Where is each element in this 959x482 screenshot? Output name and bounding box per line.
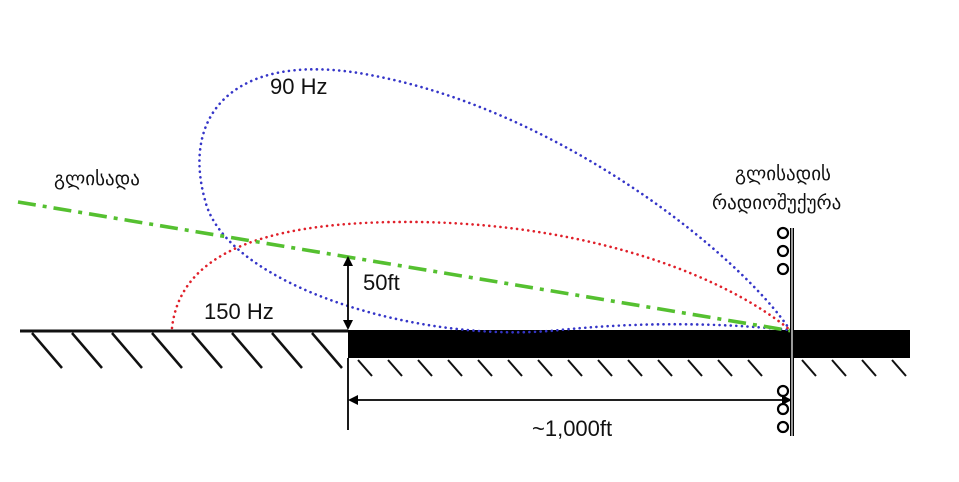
label-150hz: 150 Hz	[204, 299, 274, 324]
label-90hz: 90 Hz	[270, 74, 328, 99]
lobe-90hz	[198, 68, 793, 334]
ground-hatching-left	[31, 332, 343, 369]
label-glideslope: გლისადა	[54, 168, 140, 190]
runway	[348, 330, 910, 358]
label-distance: ~1,000ft	[532, 416, 613, 441]
ground-hatching-runway	[357, 359, 907, 377]
label-50ft: 50ft	[363, 270, 400, 295]
label-antenna-line2: რადიოშუქურა	[712, 192, 842, 214]
glideslope-line	[17, 200, 793, 333]
label-antenna-line1: გლისადის	[735, 163, 831, 185]
antenna-mast	[776, 226, 794, 436]
